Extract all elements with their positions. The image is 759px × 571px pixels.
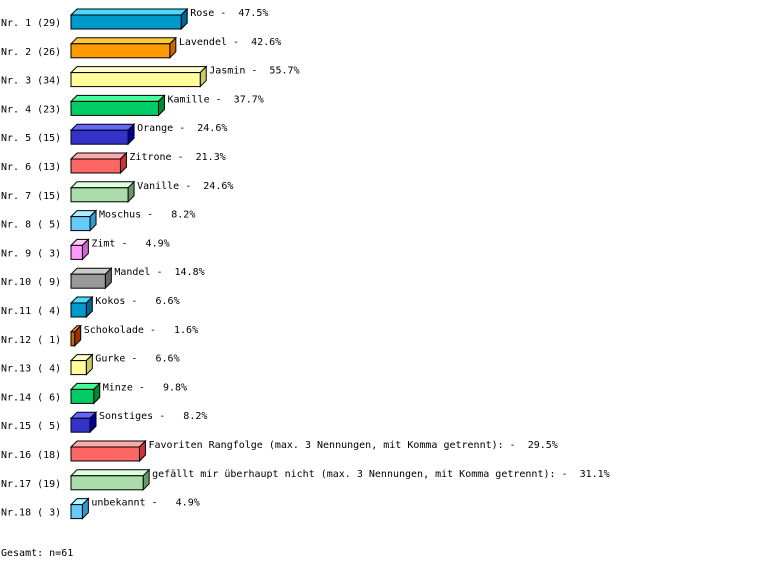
category-label: Nr. 1 (29) [1,18,61,29]
category-label: Nr.10 ( 9) [1,277,61,288]
data-label: Moschus - 8.2% [99,210,195,221]
data-label: Favoriten Rangfolge (max. 3 Nennungen, m… [148,440,557,451]
category-label: Nr. 7 (15) [1,191,61,202]
bar [70,417,91,433]
bar-top [69,37,178,45]
data-label: Sonstiges - 8.2% [99,411,207,422]
category-label: Nr. 8 ( 5) [1,220,61,231]
bar-top [69,8,189,16]
data-label: Mandel - 14.8% [114,267,204,278]
category-label: Nr. 5 (15) [1,133,61,144]
bar [70,302,87,318]
data-label: Rose - 47.5% [190,8,268,19]
data-label: Minze - 9.8% [103,382,187,393]
bar-top [69,181,136,189]
bar [70,446,140,462]
data-label: Jasmin - 55.7% [209,66,299,77]
bar [70,187,129,203]
bar [70,504,83,520]
data-label: Schokolade - 1.6% [84,325,198,336]
total-count: Gesamt: n=61 [1,548,74,559]
bar [70,100,159,116]
data-label: Zimt - 4.9% [91,238,169,249]
data-label: Vanille - 24.6% [137,181,233,192]
bar [70,43,171,59]
category-label: Nr.18 ( 3) [1,508,61,519]
bar [70,273,106,289]
category-label: Nr. 3 (34) [1,76,61,87]
bar [70,475,144,491]
bar-top [69,94,166,102]
category-label: Nr. 9 ( 3) [1,248,61,259]
bar [70,244,83,260]
bar [70,216,91,232]
bar [70,72,201,88]
bar [70,360,87,376]
bar [70,158,121,174]
data-label: Lavendel - 42.6% [179,37,281,48]
category-label: Nr.13 ( 4) [1,364,61,375]
bar-top [69,66,208,74]
data-label: gefällt mir überhaupt nicht (max. 3 Nenn… [152,469,610,480]
category-label: Nr.16 (18) [1,450,61,461]
category-label: Nr.12 ( 1) [1,335,61,346]
data-label: Gurke - 6.6% [95,354,179,365]
bar-top [69,267,113,275]
data-label: Kamille - 37.7% [167,94,263,105]
category-label: Nr.17 (19) [1,479,61,490]
bar [70,331,76,347]
bar [70,388,95,404]
bar [70,14,182,30]
bar-top [69,440,147,448]
category-label: Nr.11 ( 4) [1,306,61,317]
category-label: Nr. 4 (23) [1,104,61,115]
bar-top [69,469,151,477]
bar-top [69,123,136,131]
bar [70,129,129,145]
category-label: Nr.15 ( 5) [1,421,61,432]
data-label: unbekannt - 4.9% [91,498,199,509]
category-label: Nr.14 ( 6) [1,392,61,403]
data-label: Kokos - 6.6% [95,296,179,307]
data-label: Orange - 24.6% [137,123,227,134]
category-label: Nr. 2 (26) [1,47,61,58]
category-label: Nr. 6 (13) [1,162,61,173]
data-label: Zitrone - 21.3% [129,152,225,163]
bar-top [69,152,128,160]
